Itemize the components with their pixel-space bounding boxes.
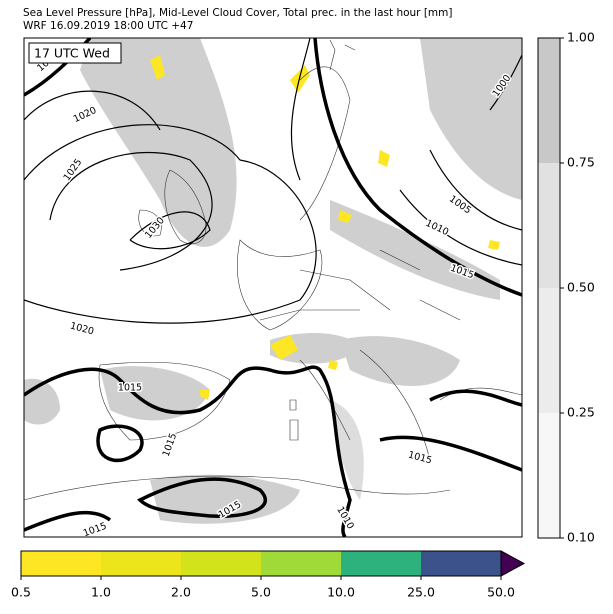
colorbar-segment [538,288,560,413]
colorbar-segment [181,551,261,576]
tick-label: 5.0 [251,585,271,600]
tick-label: 2.0 [171,585,191,600]
precipitation [150,55,500,400]
map-frame [23,37,523,538]
colorbar-segment [341,551,421,576]
colorbar-segment [538,163,560,288]
tick-label: 0.25 [567,405,595,420]
tick-label: 1.0 [91,585,111,600]
precip-colorbar: 0.5 1.0 2.0 5.0 10.0 25.0 50.0 [11,550,526,600]
time-box: 17 UTC Wed [28,42,122,64]
contour-label: 1015 [118,383,142,394]
tick-label: 1.00 [567,30,595,45]
colorbar-segment [261,551,341,576]
colorbar-segment [538,38,560,163]
tick-label: 0.10 [567,530,595,545]
colorbar-segment [421,551,501,576]
tick-label: 25.0 [407,585,435,600]
colorbar-segment [101,551,181,576]
tick-label: 10.0 [327,585,355,600]
isobars [24,38,522,537]
colorbar-extension [500,550,526,577]
tick-label: 50.0 [487,585,515,600]
tick-label: 0.5 [11,585,31,600]
colorbar-segment [21,551,101,576]
time-label: 17 UTC Wed [34,46,110,61]
subtitle-line: WRF 16.09.2019 18:00 UTC +47 [23,20,193,32]
map: 1015102010251030102010001005101010151015… [24,38,522,537]
tick-label: 0.50 [567,280,595,295]
tick-label: 0.75 [567,155,595,170]
title-line: Sea Level Pressure [hPa], Mid-Level Clou… [23,7,453,19]
cloud-colorbar: 1.00 0.75 0.50 0.25 0.10 [537,30,595,545]
colorbar-segment [538,413,560,538]
